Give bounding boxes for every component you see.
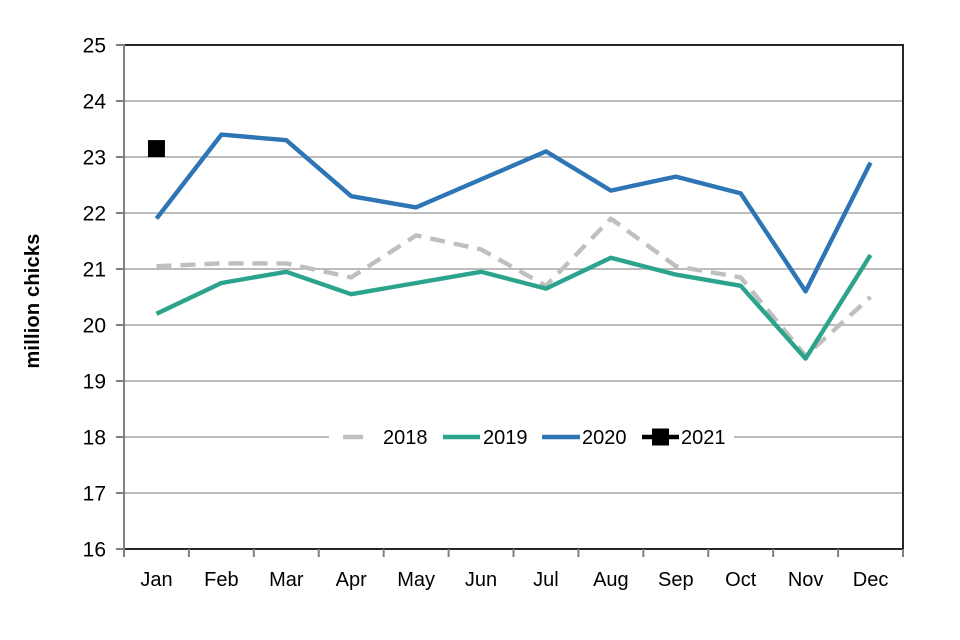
y-axis-tick-label: 18: [83, 427, 106, 450]
legend-label-2019: 2019: [483, 427, 528, 449]
x-axis-label: May: [397, 569, 435, 591]
x-axis-label: Feb: [204, 569, 238, 591]
x-axis-label: Oct: [725, 569, 757, 591]
x-axis-label: Jan: [140, 569, 172, 591]
y-axis-tick-label: 23: [83, 147, 106, 170]
y-axis-tick-label: 16: [83, 539, 106, 562]
series-line-2019: [155, 253, 873, 361]
x-axis-label: Nov: [788, 569, 824, 591]
x-axis-label: Mar: [269, 569, 304, 591]
data-point-2021: [147, 140, 165, 158]
x-axis-label: Aug: [593, 569, 629, 591]
x-axis-label: Apr: [336, 569, 367, 591]
x-axis-label: Jul: [533, 569, 559, 591]
legend-label-2020: 2020: [582, 427, 627, 449]
legend-marker-2021: [652, 428, 669, 446]
y-axis-tick-label: 24: [83, 91, 107, 114]
legend-label-2018: 2018: [383, 427, 428, 449]
x-axis-label: Sep: [658, 569, 694, 591]
series-line-2018: [156, 216, 872, 358]
x-axis-label: Dec: [853, 569, 889, 591]
legend-label-2021: 2021: [681, 427, 726, 449]
series-line-2020: [154, 132, 873, 294]
y-axis-tick-label: 25: [83, 35, 106, 58]
y-axis-tick-label: 21: [83, 259, 106, 282]
plot-frame: [124, 44, 904, 550]
y-axis-tick-label: 19: [83, 371, 106, 394]
y-axis-tick-label: 22: [83, 203, 106, 226]
y-axis-tick-label: 20: [83, 315, 106, 338]
x-axis-label: Jun: [465, 569, 497, 591]
y-axis-tick-label: 17: [83, 483, 106, 506]
